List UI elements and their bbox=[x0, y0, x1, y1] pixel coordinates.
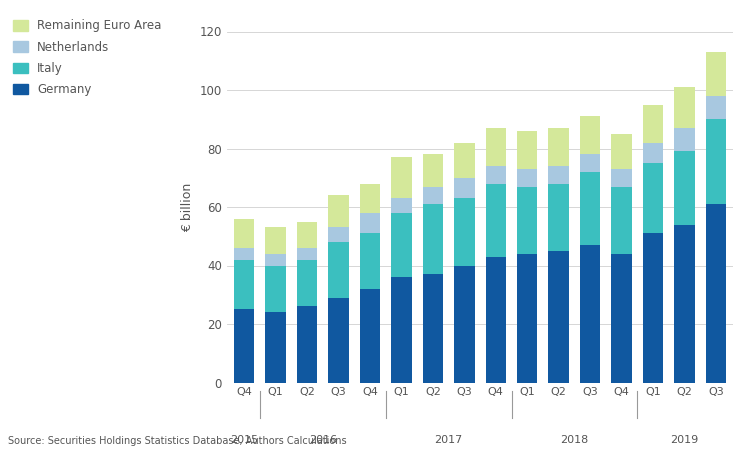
Bar bbox=[234, 260, 254, 310]
Bar bbox=[706, 96, 727, 119]
Bar bbox=[297, 260, 318, 306]
Bar bbox=[328, 242, 349, 298]
Bar bbox=[423, 154, 443, 186]
Bar bbox=[297, 248, 318, 260]
Bar bbox=[612, 254, 632, 382]
Bar bbox=[612, 169, 632, 186]
Bar bbox=[423, 274, 443, 382]
Bar bbox=[580, 117, 600, 154]
Text: 2016: 2016 bbox=[308, 435, 337, 445]
Legend: Remaining Euro Area, Netherlands, Italy, Germany: Remaining Euro Area, Netherlands, Italy,… bbox=[14, 19, 162, 96]
Bar bbox=[328, 195, 349, 228]
Bar bbox=[360, 233, 380, 289]
Bar bbox=[643, 233, 663, 382]
Bar bbox=[612, 134, 632, 169]
Bar bbox=[549, 184, 569, 251]
Bar bbox=[328, 228, 349, 242]
Bar bbox=[454, 266, 475, 382]
Bar bbox=[674, 151, 695, 225]
Bar bbox=[391, 198, 411, 213]
Bar bbox=[360, 289, 380, 382]
Bar bbox=[234, 248, 254, 260]
Bar bbox=[360, 184, 380, 213]
Bar bbox=[549, 251, 569, 382]
Bar bbox=[328, 298, 349, 382]
Text: Source: Securities Holdings Statistics Database, Authors Calculations: Source: Securities Holdings Statistics D… bbox=[8, 436, 346, 446]
Bar bbox=[580, 172, 600, 245]
Bar bbox=[297, 306, 318, 382]
Bar bbox=[391, 213, 411, 277]
Bar bbox=[706, 119, 727, 204]
Bar bbox=[265, 312, 286, 382]
Bar bbox=[360, 213, 380, 233]
Bar bbox=[234, 310, 254, 382]
Bar bbox=[517, 254, 538, 382]
Bar bbox=[485, 128, 506, 166]
Bar bbox=[423, 187, 443, 204]
Bar bbox=[580, 245, 600, 382]
Bar bbox=[706, 204, 727, 382]
Bar bbox=[674, 225, 695, 382]
Bar bbox=[265, 228, 286, 254]
Text: 2018: 2018 bbox=[560, 435, 589, 445]
Bar bbox=[706, 52, 727, 96]
Bar bbox=[517, 131, 538, 169]
Bar bbox=[265, 266, 286, 312]
Text: 2015: 2015 bbox=[230, 435, 258, 445]
Text: 2017: 2017 bbox=[435, 435, 463, 445]
Bar bbox=[517, 169, 538, 186]
Bar bbox=[297, 222, 318, 248]
Bar bbox=[643, 143, 663, 163]
Bar bbox=[549, 166, 569, 184]
Bar bbox=[423, 204, 443, 274]
Bar bbox=[265, 254, 286, 266]
Bar bbox=[391, 277, 411, 382]
Text: 2019: 2019 bbox=[671, 435, 699, 445]
Y-axis label: € billion: € billion bbox=[181, 182, 194, 232]
Bar bbox=[485, 166, 506, 184]
Bar bbox=[674, 128, 695, 151]
Bar bbox=[454, 178, 475, 198]
Bar bbox=[580, 154, 600, 172]
Bar bbox=[643, 163, 663, 233]
Bar bbox=[612, 187, 632, 254]
Bar bbox=[674, 87, 695, 128]
Bar bbox=[517, 187, 538, 254]
Bar bbox=[454, 198, 475, 266]
Bar bbox=[485, 184, 506, 256]
Bar bbox=[454, 143, 475, 178]
Bar bbox=[391, 158, 411, 198]
Bar bbox=[234, 219, 254, 248]
Bar bbox=[485, 256, 506, 382]
Bar bbox=[643, 105, 663, 143]
Bar bbox=[549, 128, 569, 166]
